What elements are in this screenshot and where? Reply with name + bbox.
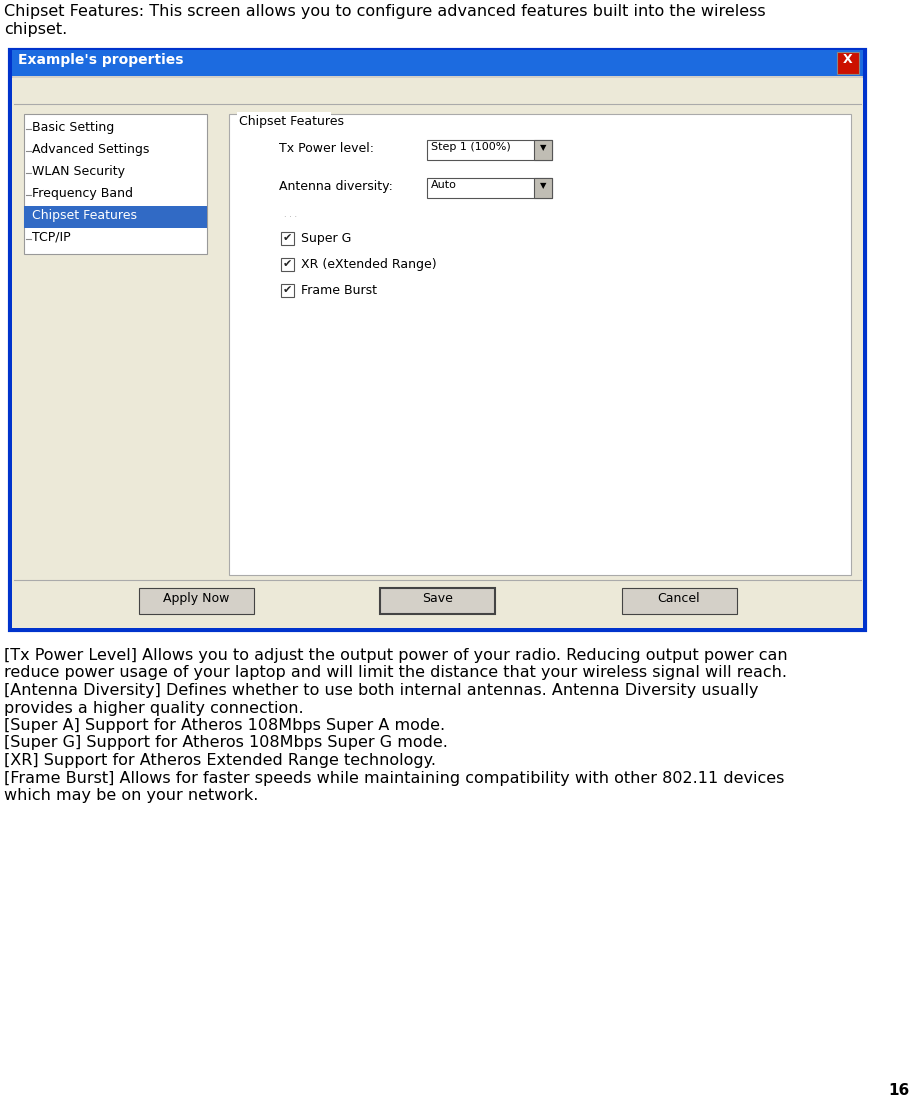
Text: [Frame Burst] Allows for faster speeds while maintaining compatibility with othe: [Frame Burst] Allows for faster speeds w… [4, 771, 784, 785]
Text: ✔: ✔ [283, 233, 292, 243]
Text: ✔: ✔ [283, 259, 292, 269]
Text: [Super A] Support for Atheros 108Mbps Super A mode.: [Super A] Support for Atheros 108Mbps Su… [4, 718, 445, 733]
Text: Antenna diversity:: Antenna diversity: [279, 179, 393, 193]
Bar [281, 258, 294, 271]
Text: Basic Setting: Basic Setting [32, 121, 114, 134]
Bar [24, 206, 207, 228]
Bar [281, 232, 294, 246]
Text: Chipset Features: Chipset Features [239, 115, 344, 128]
Text: chipset.: chipset. [4, 22, 67, 37]
Bar [237, 112, 331, 122]
Text: [Antenna Diversity] Defines whether to use both internal antennas. Antenna Diver: [Antenna Diversity] Defines whether to u… [4, 683, 758, 698]
Text: Chipset Features: This screen allows you to configure advanced features built in: Chipset Features: This screen allows you… [4, 4, 766, 19]
Text: Super G: Super G [301, 232, 352, 246]
Text: which may be on your network.: which may be on your network. [4, 788, 258, 803]
Bar [534, 140, 552, 160]
Text: ✔: ✔ [283, 285, 292, 295]
Text: Apply Now: Apply Now [163, 592, 229, 606]
Text: Cancel: Cancel [658, 592, 701, 606]
Text: reduce power usage of your laptop and will limit the distance that your wireless: reduce power usage of your laptop and wi… [4, 665, 787, 680]
Bar [10, 50, 865, 630]
Text: provides a higher quality connection.: provides a higher quality connection. [4, 700, 303, 716]
Bar [229, 115, 851, 575]
Text: Advanced Settings: Advanced Settings [32, 143, 149, 156]
Bar [281, 284, 294, 297]
Text: X: X [844, 53, 853, 66]
Text: Step 1 (100%): Step 1 (100%) [431, 142, 511, 152]
Text: TCP/IP: TCP/IP [32, 231, 71, 244]
Text: Tx Power level:: Tx Power level: [279, 142, 374, 155]
Text: ▼: ▼ [540, 143, 546, 152]
Text: Example's properties: Example's properties [18, 53, 183, 67]
Text: Save: Save [422, 592, 453, 606]
Bar [380, 588, 495, 614]
Text: [Super G] Support for Atheros 108Mbps Super G mode.: [Super G] Support for Atheros 108Mbps Su… [4, 735, 448, 751]
Bar [427, 140, 552, 160]
Text: Chipset Features: Chipset Features [32, 209, 137, 222]
Bar [24, 115, 207, 254]
Text: . . .: . . . [284, 210, 297, 219]
Text: XR (eXtended Range): XR (eXtended Range) [301, 258, 437, 271]
Text: [XR] Support for Atheros Extended Range technology.: [XR] Support for Atheros Extended Range … [4, 753, 436, 768]
Bar [138, 588, 254, 614]
Bar [427, 178, 552, 198]
Text: Frequency Band: Frequency Band [32, 187, 133, 200]
Text: ▼: ▼ [540, 181, 546, 190]
Text: 16: 16 [889, 1083, 910, 1098]
Text: WLAN Security: WLAN Security [32, 165, 125, 178]
Bar [12, 50, 863, 76]
Text: Auto: Auto [431, 179, 457, 190]
Text: Frame Burst: Frame Burst [301, 284, 377, 297]
Bar [12, 78, 863, 628]
Bar [621, 588, 736, 614]
Text: [Tx Power Level] Allows you to adjust the output power of your radio. Reducing o: [Tx Power Level] Allows you to adjust th… [4, 648, 788, 663]
Bar [534, 178, 552, 198]
Bar [837, 52, 859, 74]
